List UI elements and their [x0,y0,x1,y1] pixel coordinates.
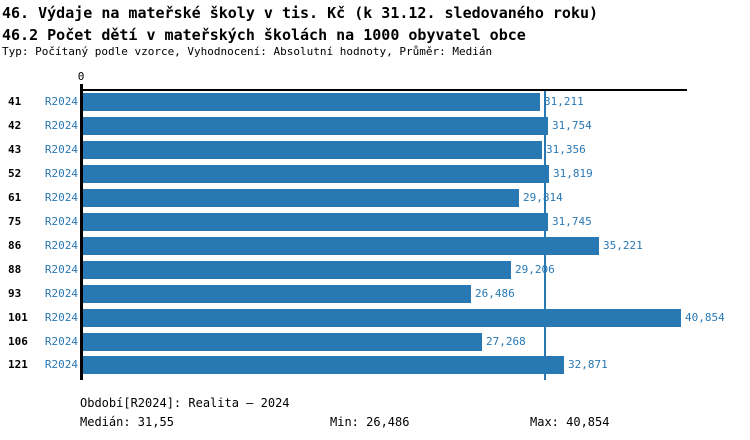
row-series-label: R2024 [44,311,78,324]
value-bar [83,117,548,135]
row-series-label: R2024 [44,239,78,252]
row-series-label: R2024 [44,119,78,132]
value-bar [83,309,681,327]
footer-max-label: Max: 40,854 [530,415,610,429]
bar-value-label: 26,486 [475,287,515,300]
row-series-label: R2024 [44,263,78,276]
row-category-label: 93 [8,287,22,300]
row-category-label: 75 [8,215,22,228]
value-bar [83,356,564,374]
row-category-label: 101 [8,311,28,324]
value-bar [83,141,542,159]
row-series-label: R2024 [44,335,78,348]
bar-value-label: 31,819 [553,167,593,180]
x-axis-line [80,89,687,91]
row-series-label: R2024 [44,287,78,300]
chart-meta-line: Typ: Počítaný podle vzorce, Vyhodnocení:… [2,45,493,58]
bar-value-label: 29,206 [515,263,555,276]
bar-value-label: 40,854 [685,311,725,324]
bar-value-label: 31,356 [546,143,586,156]
value-bar [83,333,482,351]
row-category-label: 52 [8,167,22,180]
row-series-label: R2024 [44,215,78,228]
value-bar [83,285,471,303]
bar-value-label: 35,221 [603,239,643,252]
value-bar [83,189,519,207]
median-reference-line [544,91,546,380]
row-category-label: 42 [8,119,22,132]
bar-value-label: 27,268 [486,335,526,348]
bar-value-label: 31,745 [552,215,592,228]
bar-value-label: 29,814 [523,191,563,204]
x-axis-zero-tick-label: 0 [77,70,85,83]
footer-period-label: Období[R2024]: Realita – 2024 [80,396,290,410]
row-series-label: R2024 [44,358,78,371]
value-bar [83,93,540,111]
row-category-label: 106 [8,335,28,348]
row-category-label: 61 [8,191,22,204]
row-series-label: R2024 [44,143,78,156]
row-category-label: 121 [8,358,28,371]
value-bar [83,237,599,255]
row-series-label: R2024 [44,191,78,204]
value-bar [83,213,548,231]
row-category-label: 86 [8,239,22,252]
footer-min-label: Min: 26,486 [330,415,410,429]
value-bar [83,165,549,183]
footer-median-label: Medián: 31,55 [80,415,174,429]
value-bar [83,261,511,279]
row-category-label: 43 [8,143,22,156]
row-category-label: 41 [8,95,22,108]
row-series-label: R2024 [44,167,78,180]
bar-value-label: 31,211 [544,95,584,108]
y-axis-line [80,84,83,380]
row-category-label: 88 [8,263,22,276]
bar-value-label: 31,754 [552,119,592,132]
page-title: 46. Výdaje na mateřské školy v tis. Kč (… [2,4,599,22]
bar-value-label: 32,871 [568,358,608,371]
row-series-label: R2024 [44,95,78,108]
page-subtitle-indicator: 46.2 Počet dětí v mateřských školách na … [2,26,526,44]
